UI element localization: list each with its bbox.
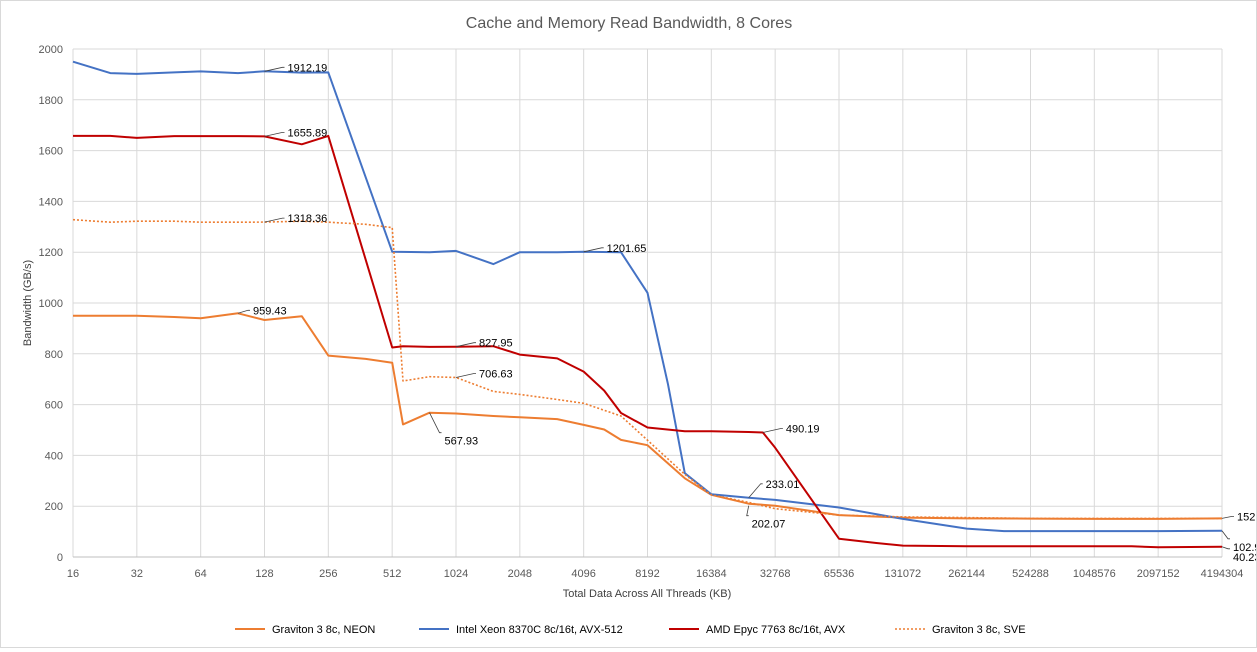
data-label: 1912.19 [288, 62, 328, 74]
data-label-leader [748, 483, 763, 499]
data-label-leader [762, 428, 783, 433]
x-tick-label: 1024 [444, 568, 468, 580]
data-label: 1318.36 [288, 213, 328, 225]
data-label: 706.63 [479, 369, 513, 381]
data-label: 490.19 [786, 423, 820, 435]
y-tick-label: 1800 [39, 95, 63, 107]
data-label-leader [429, 412, 442, 434]
y-tick-label: 800 [45, 349, 63, 361]
series-line-3 [72, 218, 1222, 520]
x-tick-label: 2097152 [1137, 568, 1180, 580]
x-axis-title: Total Data Across All Threads (KB) [563, 588, 732, 600]
y-tick-label: 1200 [39, 247, 63, 259]
data-label: 827.95 [479, 338, 513, 350]
data-label-leader [583, 247, 604, 253]
x-tick-label: 2048 [508, 568, 532, 580]
data-label-leader [455, 342, 476, 348]
data-label-leader [237, 309, 250, 314]
x-tick-label: 32768 [760, 568, 791, 580]
data-label-leader [1221, 530, 1230, 540]
data-label: 233.01 [766, 479, 800, 491]
x-tick-label: 4194304 [1201, 568, 1244, 580]
data-label: 102.97 [1233, 542, 1256, 554]
y-tick-label: 1600 [39, 146, 63, 158]
x-tick-label: 128 [255, 568, 273, 580]
data-labels: 1912.19 1655.89 1318.36 959.43 1201.65 827.95… [237, 62, 1257, 564]
legend-label: Intel Xeon 8370C 8c/16t, AVX-512 [456, 624, 623, 636]
x-tick-label: 262144 [948, 568, 985, 580]
data-label-leader [264, 66, 285, 72]
x-tick-label: 131072 [884, 568, 921, 580]
data-label-leader [1221, 516, 1234, 519]
data-label-leader [264, 217, 285, 223]
legend-label: Graviton 3 8c, SVE [932, 624, 1026, 636]
data-label: 1655.89 [288, 127, 328, 139]
series-line-2 [73, 134, 1223, 549]
x-tick-label: 8192 [635, 568, 659, 580]
data-label: 202.07 [752, 519, 786, 531]
x-tick-label: 16 [67, 568, 79, 580]
gridlines [72, 48, 1223, 558]
y-tick-label: 200 [45, 501, 63, 513]
x-tick-label: 4096 [571, 568, 595, 580]
y-tick-label: 0 [57, 552, 63, 564]
legend: Graviton 3 8c, NEON Intel Xeon 8370C 8c/1… [235, 624, 1026, 636]
x-tick-label: 65536 [824, 568, 855, 580]
legend-label: Graviton 3 8c, NEON [272, 624, 375, 636]
data-label: 567.93 [445, 436, 479, 448]
data-label-leader [455, 373, 476, 378]
x-tick-label: 64 [195, 568, 207, 580]
y-tick-label: 600 [45, 400, 63, 412]
data-label: 152.12 [1237, 511, 1256, 523]
legend-label: AMD Epyc 7763 8c/16t, AVX [706, 624, 846, 636]
data-label-leader [1221, 546, 1230, 550]
data-label-leader [746, 505, 750, 517]
y-tick-label: 1000 [39, 298, 63, 310]
y-tick-label: 2000 [39, 44, 63, 56]
x-tick-label: 512 [383, 568, 401, 580]
y-axis-title: Bandwidth (GB/s) [22, 260, 34, 346]
data-label-leader [264, 131, 285, 137]
x-tick-label: 1048576 [1073, 568, 1116, 580]
y-tick-label: 400 [45, 450, 63, 462]
data-label: 959.43 [253, 305, 287, 317]
x-tick-label: 32 [131, 568, 143, 580]
data-label: 1201.65 [607, 243, 647, 255]
y-tick-label: 1400 [39, 196, 63, 208]
data-label: 40.23 [1233, 552, 1256, 564]
x-tick-label: 16384 [696, 568, 727, 580]
x-tick-label: 256 [319, 568, 337, 580]
x-tick-label: 524288 [1012, 568, 1049, 580]
chart-title: Cache and Memory Read Bandwidth, 8 Cores [466, 15, 792, 32]
